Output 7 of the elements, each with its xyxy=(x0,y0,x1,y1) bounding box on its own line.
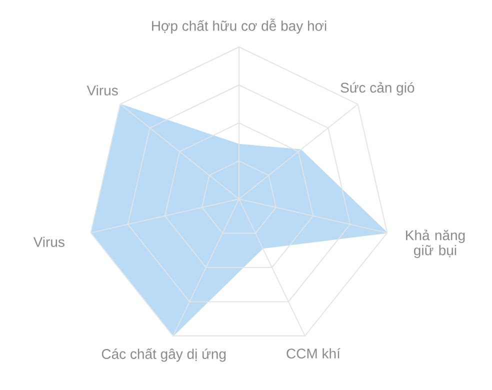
spoke-label: Virus xyxy=(33,236,64,247)
spoke-label: Sức cản gió xyxy=(340,82,414,96)
spoke-label: Virus xyxy=(86,85,118,96)
spoke-label: Hợp chất hữu cơ dễ bay hơi xyxy=(152,18,326,34)
spoke-label: Các chất gây dị ứng xyxy=(102,348,226,362)
spoke-label: CCM khí xyxy=(286,348,340,359)
spoke-label: Khả năng giữ bụi xyxy=(406,230,465,258)
